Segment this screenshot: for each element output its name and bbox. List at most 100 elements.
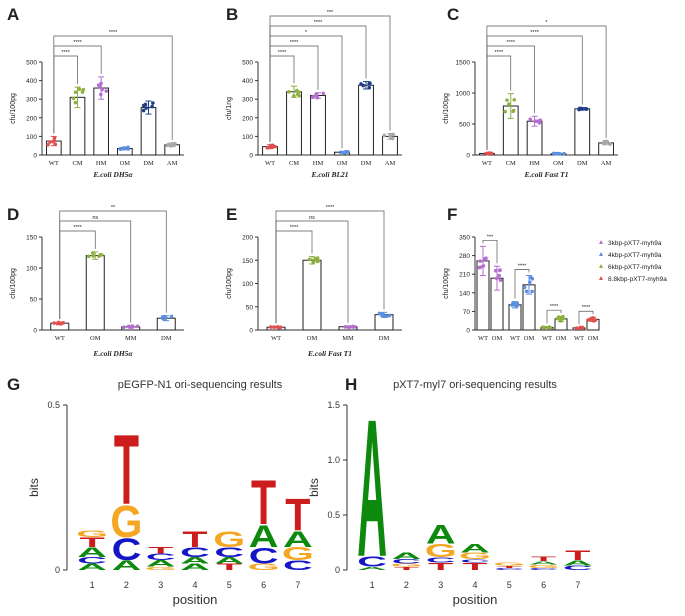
- y-tick-label: 70: [463, 309, 471, 316]
- logo-letter: T: [80, 535, 106, 550]
- panel-letter: G: [7, 375, 20, 394]
- significance-label: ****: [326, 205, 335, 211]
- data-point: [169, 314, 174, 319]
- data-point: [343, 149, 348, 154]
- data-point: [482, 257, 487, 261]
- significance-label: ****: [495, 50, 504, 56]
- significance-label: **: [111, 205, 116, 211]
- y-tick-label: 1000: [456, 91, 471, 98]
- logo-letter: T: [565, 548, 591, 563]
- y-tick-label: 1.0: [327, 455, 340, 465]
- data-point: [382, 314, 386, 319]
- y-tick-label: 400: [26, 78, 37, 85]
- data-point: [272, 325, 276, 329]
- y-tick-label: 50: [246, 304, 254, 311]
- data-point: [368, 81, 372, 85]
- data-point: [377, 311, 382, 316]
- data-point: [122, 325, 126, 329]
- x-tick-label: OM: [337, 160, 348, 167]
- logo-letter: A: [77, 562, 107, 572]
- data-point: [307, 257, 312, 262]
- panel-letter: D: [7, 205, 19, 224]
- data-point: [118, 147, 123, 152]
- data-point: [588, 317, 593, 322]
- logo-letter: T: [148, 546, 173, 556]
- data-point: [339, 150, 344, 155]
- data-point: [561, 314, 565, 319]
- panel-d: D 0 50 100 150 cfu/100pg WT OM MM DM **** ns ** E.col…: [7, 205, 184, 358]
- data-point: [129, 325, 134, 330]
- data-point: [511, 109, 515, 114]
- x-tick-label: AM: [385, 160, 396, 167]
- significance-bracket: [59, 230, 96, 319]
- panel-letter: A: [7, 5, 19, 24]
- panel-letter: H: [345, 375, 357, 394]
- data-point: [46, 142, 50, 147]
- data-point: [273, 144, 277, 149]
- legend-label: 8.8kbp-pXT7-myh9a: [608, 276, 667, 283]
- data-point: [497, 268, 502, 273]
- data-point: [524, 289, 529, 294]
- data-point: [351, 324, 355, 329]
- panel-f: F 0 70 140 210 280 350 cfu/100pg WT OM WT OM WT OM WT O…: [443, 205, 667, 342]
- significance-label: ****: [314, 20, 323, 26]
- x-tick-label: WT: [478, 335, 488, 342]
- bar: [286, 91, 302, 156]
- logo-letter: G: [425, 540, 457, 560]
- significance-bracket: [486, 55, 512, 150]
- data-point: [96, 83, 101, 87]
- data-point: [593, 318, 598, 322]
- data-point: [91, 254, 95, 258]
- x-tick-label: HM: [96, 160, 107, 167]
- logo-letter: C: [112, 532, 142, 567]
- bar: [508, 304, 522, 331]
- significance-label: ****: [290, 225, 299, 231]
- y-axis-label: bits: [307, 478, 321, 497]
- logo-letter: A: [392, 551, 422, 561]
- logo-letter: A: [77, 545, 107, 560]
- x-tick-label: 7: [575, 580, 580, 590]
- data-point: [90, 251, 95, 255]
- data-point: [481, 264, 486, 268]
- panel-letter: B: [226, 5, 238, 24]
- logo-letter: T: [531, 556, 556, 563]
- bar: [85, 255, 105, 331]
- y-axis-label: cfu/100pg: [10, 93, 17, 124]
- legend-marker: [599, 240, 603, 244]
- data-point: [126, 147, 131, 151]
- logo-letter: A: [214, 556, 244, 566]
- data-point: [507, 102, 511, 107]
- data-point: [150, 104, 154, 109]
- data-point: [577, 107, 581, 112]
- data-point: [343, 325, 348, 329]
- data-point: [608, 142, 612, 147]
- logo-letter: G: [493, 562, 525, 567]
- x-axis-label: E.coli Fast T1: [307, 349, 352, 358]
- data-point: [86, 254, 91, 259]
- data-point: [51, 139, 55, 144]
- x-tick-label: 5: [227, 580, 232, 590]
- significance-bracket: [59, 210, 167, 319]
- y-tick-label: 0.5: [327, 510, 340, 520]
- significance-label: ****: [550, 304, 559, 310]
- data-point: [522, 285, 527, 290]
- logo-letter: C: [77, 556, 107, 566]
- y-tick-label: 500: [26, 60, 37, 67]
- x-tick-label: 4: [472, 580, 477, 590]
- data-point: [487, 151, 491, 156]
- y-tick-label: 350: [459, 235, 470, 242]
- x-tick-label: 2: [404, 580, 409, 590]
- legend-label: 6kbp-pXT7-myh9a: [608, 264, 662, 271]
- x-tick-label: 6: [541, 580, 546, 590]
- y-tick-label: 1500: [456, 60, 471, 67]
- y-tick-label: 0: [249, 328, 253, 335]
- data-point: [529, 275, 533, 280]
- data-point: [61, 320, 66, 325]
- logo-letter: C: [146, 552, 176, 562]
- significance-bracket: [275, 210, 385, 324]
- data-point: [297, 94, 301, 98]
- x-tick-label: WT: [271, 335, 281, 342]
- y-tick-label: 300: [26, 97, 37, 104]
